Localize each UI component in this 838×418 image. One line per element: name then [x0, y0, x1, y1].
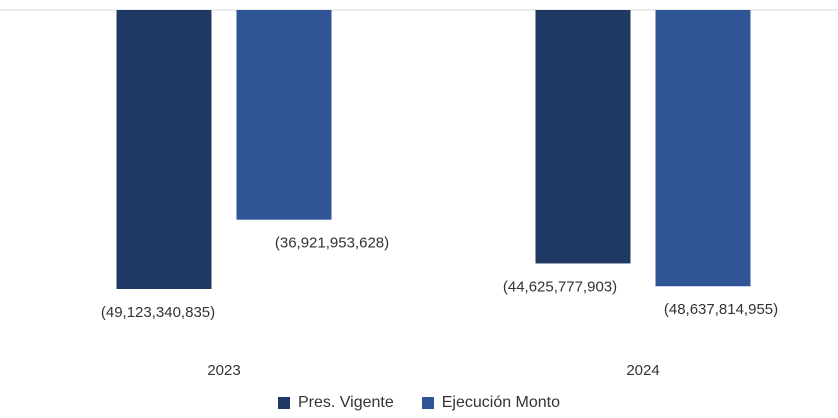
data-label-pres-vigente-2023: (49,123,340,835) [101, 304, 215, 321]
bar-ejecucion-monto-2024 [655, 10, 751, 287]
legend-label-pres-vigente: Pres. Vigente [297, 394, 394, 411]
data-label-pres-vigente-2024: (44,625,777,903) [503, 278, 617, 295]
category-labels-group: 2023 2024 [207, 362, 659, 379]
legend: Pres. Vigente Ejecución Monto [0, 394, 838, 412]
bar-pres-vigente-2023 [116, 10, 212, 289]
legend-swatch-pres-vigente [277, 397, 290, 409]
legend-item-ejecucion-monto: Ejecución Monto [421, 394, 561, 412]
bars-group [116, 10, 751, 289]
data-labels-group: (49,123,340,835) (36,921,953,628) (44,625,… [101, 235, 778, 321]
data-label-ejecucion-monto-2023: (36,921,953,628) [275, 235, 389, 252]
data-label-ejecucion-monto-2024: (48,637,814,955) [664, 301, 778, 318]
legend-swatch-ejecucion-monto [421, 397, 434, 409]
category-label-2024: 2024 [626, 362, 659, 379]
bar-ejecucion-monto-2023 [236, 10, 332, 220]
category-label-2023: 2023 [207, 362, 240, 379]
legend-label-ejecucion-monto: Ejecución Monto [441, 394, 561, 411]
bar-pres-vigente-2024 [535, 10, 631, 264]
legend-item-pres-vigente: Pres. Vigente [277, 394, 394, 412]
